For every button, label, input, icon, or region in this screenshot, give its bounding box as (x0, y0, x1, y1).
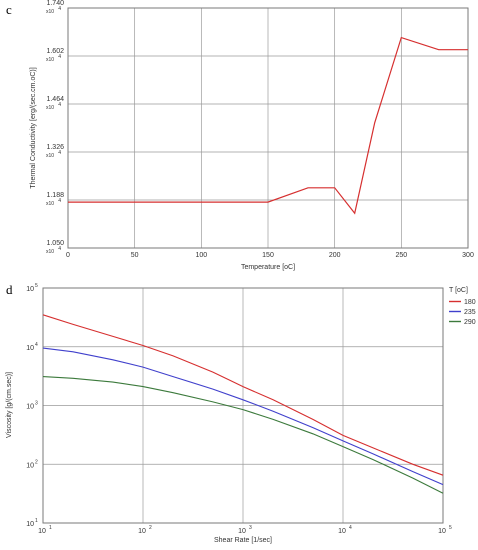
y-tick-exponent: 5 (35, 283, 38, 289)
y-tick-exponent: 4 (35, 342, 38, 348)
y-tick-multiplier: x10 (46, 153, 54, 159)
y-tick-multiplier: x10 (46, 57, 54, 63)
x-axis-title: Temperature [oC] (241, 264, 295, 271)
y-tick-multiplier-exponent: 4 (58, 102, 61, 108)
legend-entry: 290 (464, 319, 476, 326)
y-tick-label: 10 (26, 462, 34, 469)
x-tick-label: 200 (329, 252, 341, 259)
x-tick-label: 10 (338, 528, 346, 535)
y-tick-multiplier-exponent: 4 (58, 246, 61, 252)
y-tick-multiplier-exponent: 4 (58, 198, 61, 204)
x-tick-label: 250 (395, 252, 407, 259)
series-line-180 (42, 314, 444, 476)
x-tick-exponent: 1 (49, 525, 52, 531)
y-tick-multiplier: x10 (46, 201, 54, 207)
y-tick-exponent: 3 (35, 401, 38, 407)
legend: T [oC] 180 235 290 (449, 287, 476, 326)
series-line (68, 36, 468, 215)
y-tick-exponent: 2 (35, 459, 38, 465)
y-axis-title: Viscosity [g/(cm.sec)] (6, 372, 13, 438)
y-tick-label: 10 (26, 286, 34, 293)
legend-entry: 235 (464, 309, 476, 316)
y-tick-label: 10 (26, 404, 34, 411)
x-tick-label: 150 (262, 252, 274, 259)
x-tick-label: 10 (38, 528, 46, 535)
x-tick-exponent: 3 (249, 525, 252, 531)
y-tick-multiplier-exponent: 4 (58, 150, 61, 156)
x-axis-title: Shear Rate [1/sec] (214, 537, 272, 544)
y-tick-label: 1.602 (46, 48, 64, 55)
series-line-290 (42, 376, 444, 494)
x-tick-label: 10 (438, 528, 446, 535)
y-tick-multiplier: x10 (46, 105, 54, 111)
y-tick-label: 1.740 (46, 0, 64, 7)
y-tick-multiplier: x10 (46, 249, 54, 255)
y-tick-label: 1.464 (46, 96, 64, 103)
series-line-235 (42, 347, 444, 486)
x-tick-exponent: 4 (349, 525, 352, 531)
y-tick-label: 10 (26, 521, 34, 528)
legend-entry: 180 (464, 299, 476, 306)
x-tick-exponent: 5 (449, 525, 452, 531)
y-tick-label: 10 (26, 345, 34, 352)
plot-frame (67, 7, 469, 249)
panel-letter-c: c (6, 2, 12, 17)
x-tick-label: 50 (131, 252, 139, 259)
x-tick-label: 10 (238, 528, 246, 535)
y-tick-multiplier-exponent: 4 (58, 6, 61, 12)
panel-letter-d: d (6, 282, 13, 297)
x-tick-exponent: 2 (149, 525, 152, 531)
plot-frame (42, 287, 444, 524)
x-tick-label: 300 (462, 252, 474, 259)
legend-title: T [oC] (449, 287, 468, 294)
y-tick-label: 1.188 (46, 192, 64, 199)
x-tick-label: 0 (66, 252, 70, 259)
y-tick-label: 1.326 (46, 144, 64, 151)
y-tick-multiplier-exponent: 4 (58, 54, 61, 60)
y-tick-exponent: 1 (35, 518, 38, 524)
y-axis-title: Thermal Conductivity [erg/(sec.cm.oC)] (30, 67, 37, 188)
y-tick-multiplier: x10 (46, 9, 54, 15)
x-tick-label: 10 (138, 528, 146, 535)
x-tick-label: 100 (195, 252, 207, 259)
y-tick-label: 1.050 (46, 240, 64, 247)
